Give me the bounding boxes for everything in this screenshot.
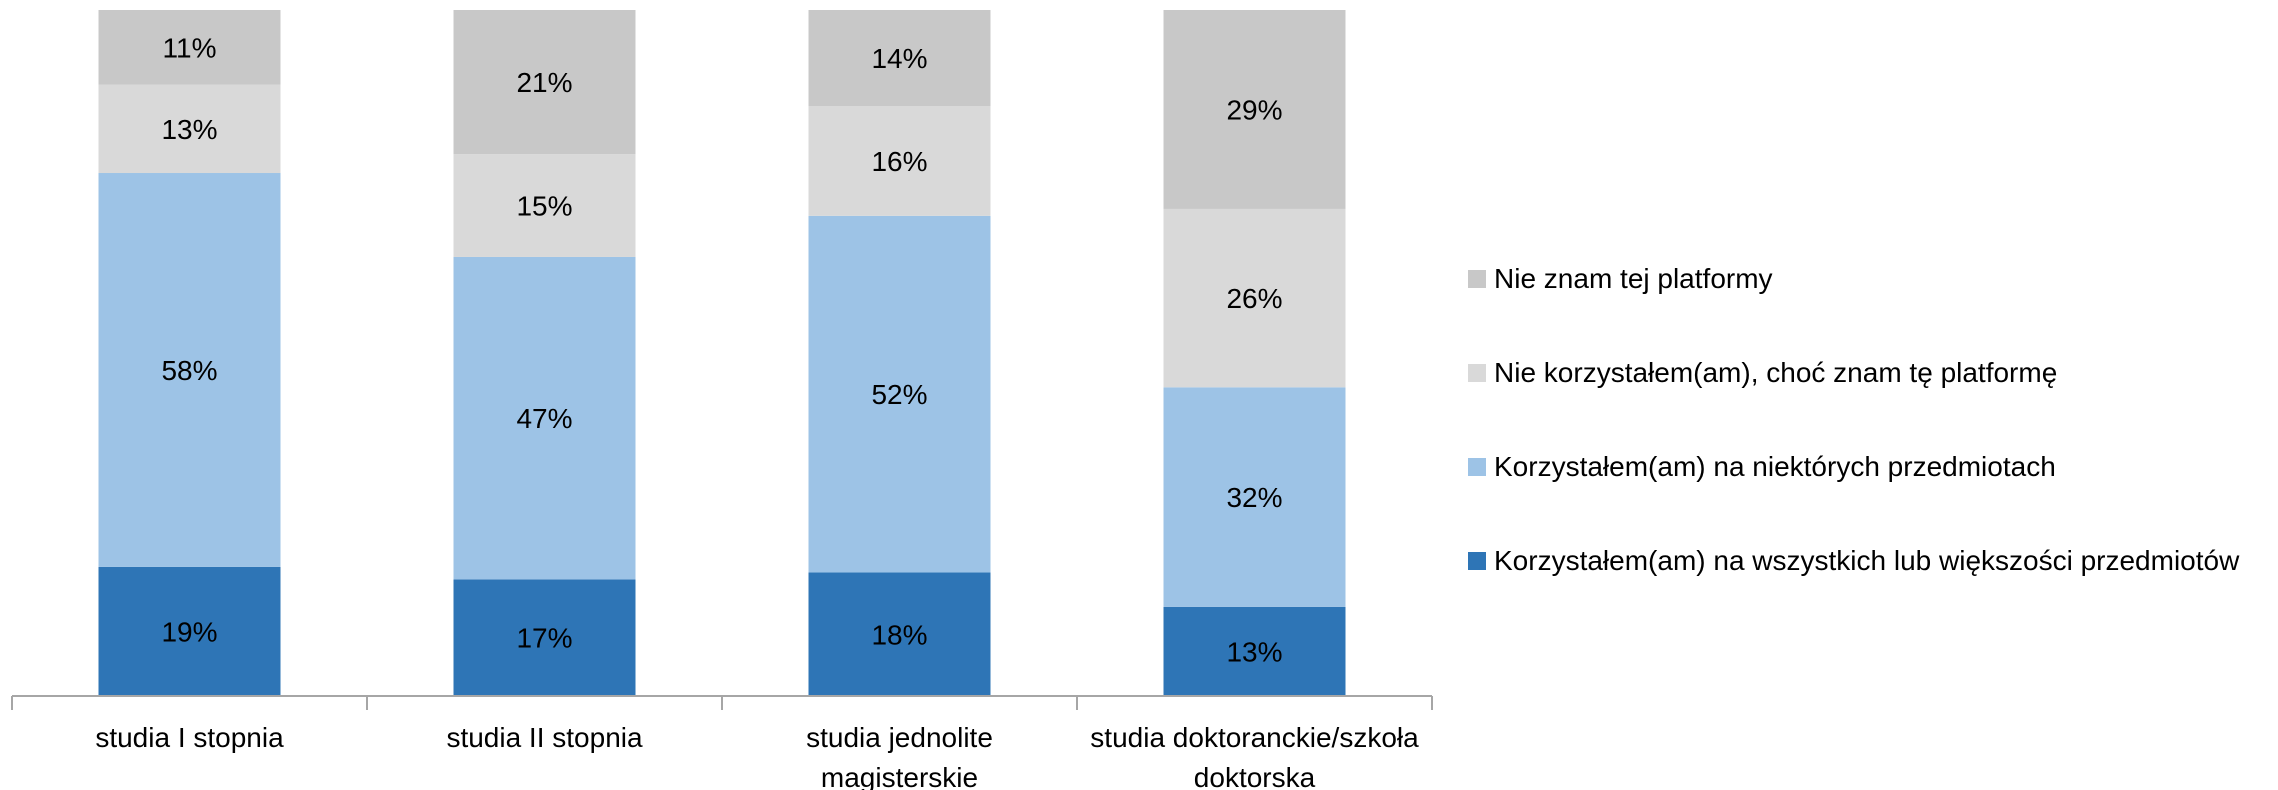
bar-segment-1-3 [453, 10, 636, 155]
bar-segment-2-2 [808, 106, 991, 216]
x-tick-label-0-0: studia I stopnia [95, 722, 284, 753]
bar-segment-0-0 [98, 566, 281, 696]
legend-label-niektore: Korzystałem(am) na niektórych przedmiota… [1494, 451, 2056, 482]
bar-segment-2-1 [808, 215, 991, 573]
bar-segment-1-0 [453, 579, 636, 696]
bar-segment-2-0 [808, 572, 991, 696]
legend-item-nie-korzystalem: Nie korzystałem(am), choć znam tę platfo… [1468, 326, 2239, 420]
x-tick-label-3-1: doktorska [1194, 762, 1316, 790]
x-tick-label-3-0: studia doktoranckie/szkoła [1090, 722, 1419, 753]
data-label-2-3: 14% [871, 43, 927, 74]
legend-swatch-nie-korzystalem [1468, 364, 1486, 382]
data-label-3-3: 29% [1226, 94, 1282, 125]
data-label-1-2: 15% [516, 191, 572, 222]
legend-swatch-nie-znam [1468, 270, 1486, 288]
bar-segment-3-2 [1163, 208, 1346, 388]
x-tick-label-1-0: studia II stopnia [446, 722, 643, 753]
data-label-0-1: 58% [161, 355, 217, 386]
legend-item-niektore: Korzystałem(am) na niektórych przedmiota… [1468, 420, 2239, 514]
stacked-bar-chart: 19% 58% 13% 11% studia I stopnia 17% 47% 15% 21%… [11, 10, 1433, 790]
bar-segment-0-2 [98, 84, 281, 174]
legend-label-wszystkie: Korzystałem(am) na wszystkich lub większ… [1494, 545, 2240, 576]
data-label-1-3: 21% [516, 67, 572, 98]
bar-segment-0-1 [98, 173, 281, 567]
data-label-3-0: 13% [1226, 636, 1282, 667]
bar-segment-3-1 [1163, 387, 1346, 607]
bar-segment-1-1 [453, 256, 636, 580]
data-label-1-1: 47% [516, 403, 572, 434]
data-label-3-1: 32% [1226, 482, 1282, 513]
bar-segment-3-0 [1163, 606, 1346, 696]
legend-item-nie-znam: Nie znam tej platformy [1468, 232, 2239, 326]
legend-swatch-wszystkie [1468, 552, 1486, 570]
legend-label-nie-korzystalem: Nie korzystałem(am), choć znam tę platfo… [1494, 357, 2058, 388]
data-label-2-2: 16% [871, 146, 927, 177]
legend-label-nie-znam: Nie znam tej platformy [1494, 263, 1773, 294]
x-tick-label-2-0: studia jednolite [806, 722, 993, 753]
bar-segment-2-3 [808, 10, 991, 107]
legend-item-wszystkie: Korzystałem(am) na wszystkich lub większ… [1468, 514, 2239, 608]
legend: Nie znam tej platformy Nie korzystałem(a… [1468, 232, 2239, 608]
legend-swatch-niektore [1468, 458, 1486, 476]
bar-segment-0-3 [98, 10, 281, 85]
x-tick-label-2-1: magisterskie [821, 762, 978, 790]
data-label-0-2: 13% [161, 114, 217, 145]
data-label-3-2: 26% [1226, 283, 1282, 314]
bar-segment-3-3 [1163, 10, 1346, 209]
data-label-2-0: 18% [871, 619, 927, 650]
data-label-2-1: 52% [871, 379, 927, 410]
bar-segment-1-2 [453, 154, 636, 257]
data-label-0-3: 11% [163, 32, 217, 63]
data-label-0-0: 19% [161, 616, 217, 647]
data-label-1-0: 17% [516, 623, 572, 654]
